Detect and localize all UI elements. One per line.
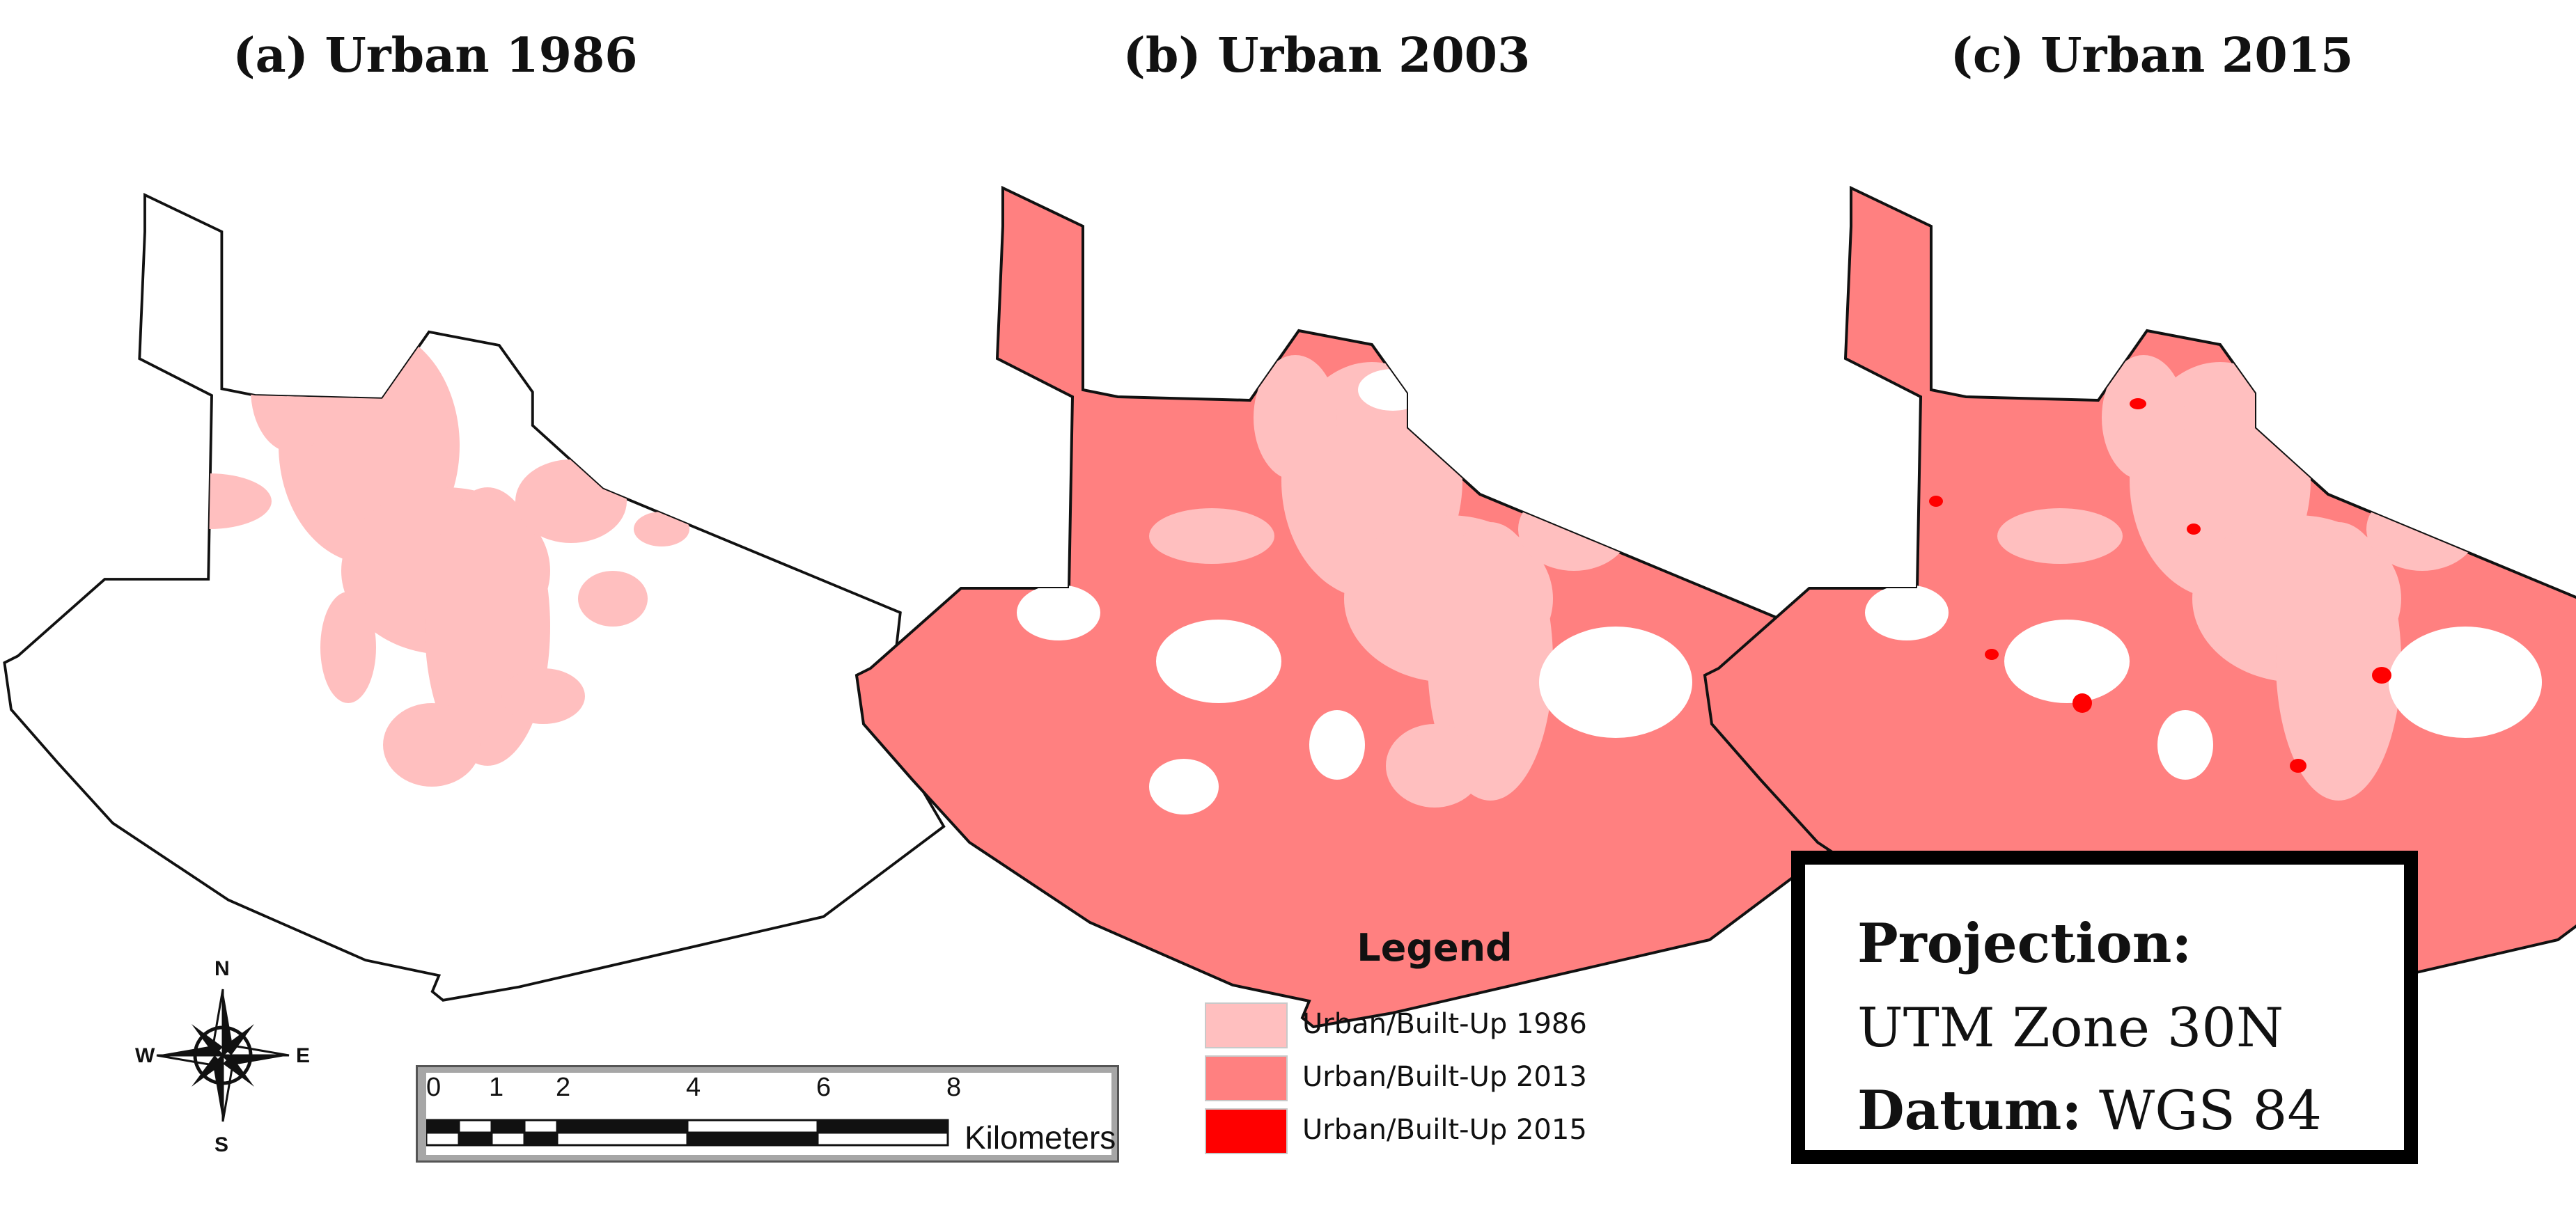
projection-box: Projection: UTM Zone 30N Datum: WGS 84: [1791, 851, 2418, 1164]
scale-tick-4: 4: [686, 1073, 701, 1102]
scale-bar: 0 1 2 4 6 8 Kilometers: [416, 1065, 1119, 1163]
legend-swatch-2013: [1205, 1055, 1288, 1101]
north-label: N: [214, 957, 230, 980]
scale-bar-body: 0 1 2 4 6 8 Kilometers: [426, 1073, 1116, 1156]
scale-unit: Kilometers: [965, 1119, 1116, 1156]
legend: Legend Urban/Built-Up 1986 Urban/Built-U…: [1198, 926, 1685, 1170]
south-label: S: [214, 1133, 229, 1156]
panel-title-1986: (a) Urban 1986: [233, 28, 638, 84]
legend-swatch-1986: [1205, 1002, 1288, 1048]
compass-rose-icon: [156, 989, 290, 1122]
projection-heading: Projection:: [1857, 912, 2192, 975]
legend-title: Legend: [1357, 926, 1513, 970]
legend-swatch-2015: [1205, 1108, 1288, 1154]
datum-line: Datum: WGS 84: [1857, 1079, 2322, 1142]
scale-tick-8: 8: [946, 1073, 962, 1102]
west-label: W: [135, 1044, 155, 1067]
projection-zone: UTM Zone 30N: [1857, 997, 2284, 1060]
panel-title-2003: (b) Urban 2003: [1123, 28, 1531, 84]
datum-label: Datum:: [1857, 1079, 2082, 1142]
map-1986: [3, 194, 946, 1002]
legend-label-1986: Urban/Built-Up 1986: [1302, 1008, 1587, 1040]
map-2003: [855, 187, 1836, 1028]
legend-label-2013: Urban/Built-Up 2013: [1302, 1061, 1587, 1093]
scale-tick-0: 0: [426, 1073, 442, 1102]
east-label: E: [296, 1044, 311, 1067]
scale-bar-segments: [426, 1119, 949, 1147]
scale-tick-6: 6: [816, 1073, 832, 1102]
north-arrow: N S W E: [135, 957, 310, 1156]
scale-tick-1: 1: [489, 1073, 504, 1102]
datum-value: WGS 84: [2099, 1080, 2323, 1142]
legend-label-2015: Urban/Built-Up 2015: [1302, 1114, 1587, 1146]
panel-title-2015: (c) Urban 2015: [1950, 28, 2354, 84]
scale-tick-2: 2: [556, 1073, 571, 1102]
